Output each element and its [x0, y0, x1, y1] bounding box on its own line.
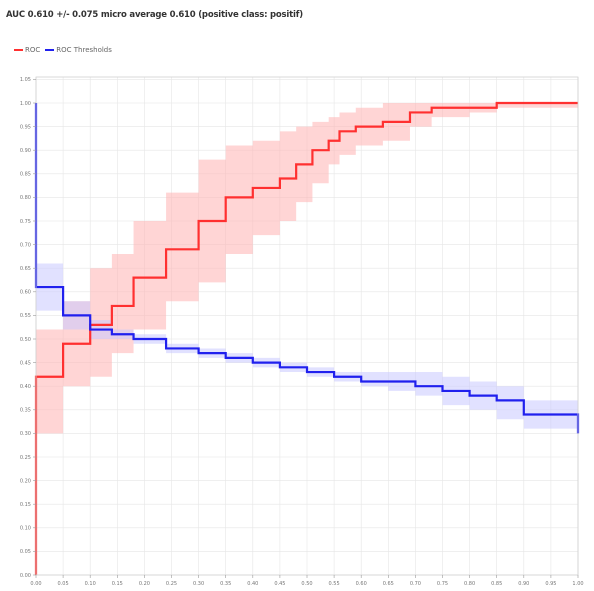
x-tick-label: 0.65 [383, 581, 394, 587]
y-tick-label: 0.50 [20, 337, 31, 343]
x-tick-label: 0.05 [58, 581, 69, 587]
x-tick-label: 0.70 [410, 581, 421, 587]
y-tick-label: 0.60 [20, 290, 31, 296]
y-tick-label: 0.35 [20, 408, 31, 414]
x-tick-label: 0.25 [166, 581, 177, 587]
y-tick-label: 0.75 [20, 219, 31, 225]
legend-item-roc[interactable]: ROC [14, 46, 40, 54]
x-tick-label: 0.10 [85, 581, 96, 587]
x-tick-label: 0.15 [112, 581, 123, 587]
y-tick-label: 0.65 [20, 266, 31, 272]
y-tick-label: 0.70 [20, 242, 31, 248]
legend-swatch-roc-thresholds [45, 49, 55, 51]
y-tick-label: 0.45 [20, 360, 31, 366]
x-tick-label: 0.55 [329, 581, 340, 587]
x-tick-label: 0.40 [247, 581, 258, 587]
legend-item-roc-thresholds[interactable]: ROC Thresholds [45, 46, 112, 54]
legend-swatch-roc [14, 49, 23, 51]
y-tick-label: 0.85 [20, 172, 31, 178]
y-tick-label: 0.15 [20, 502, 31, 508]
y-tick-label: 1.05 [20, 77, 31, 83]
x-axis-ticks: 0.00 0.05 0.10 0.15 0.20 0.25 0.30 0.35 0.40 0.45… [30, 575, 584, 587]
x-tick-label: 0.80 [464, 581, 475, 587]
y-tick-label: 1.00 [20, 101, 31, 107]
chart-legend: ROC ROC Thresholds [14, 46, 117, 54]
confidence-bands [36, 103, 578, 575]
y-tick-label: 0.25 [20, 455, 31, 461]
y-tick-label: 0.10 [20, 526, 31, 532]
y-tick-label: 0.80 [20, 195, 31, 201]
x-tick-label: 0.95 [545, 581, 556, 587]
y-tick-label: 0.20 [20, 478, 31, 484]
y-tick-label: 0.90 [20, 148, 31, 154]
legend-label-roc-thresholds: ROC Thresholds [56, 46, 112, 54]
y-tick-label: 0.00 [20, 573, 31, 579]
legend-label-roc: ROC [25, 46, 41, 54]
series-line-roc[interactable] [34, 101, 578, 575]
x-tick-label: 0.20 [139, 581, 150, 587]
y-tick-label: 0.30 [20, 431, 31, 437]
x-tick-label: 1.00 [572, 581, 583, 587]
confidence-band-roc [36, 103, 578, 575]
chart-title: AUC 0.610 +/- 0.075 micro average 0.610 … [6, 10, 303, 20]
x-tick-label: 0.00 [30, 581, 41, 587]
series-line-roc-thresholds[interactable] [34, 103, 580, 434]
x-tick-label: 0.30 [193, 581, 204, 587]
x-tick-label: 0.90 [518, 581, 529, 587]
x-tick-label: 0.85 [491, 581, 502, 587]
y-tick-label: 0.40 [20, 384, 31, 390]
x-tick-label: 0.60 [356, 581, 367, 587]
x-tick-label: 0.75 [437, 581, 448, 587]
y-tick-label: 0.55 [20, 313, 31, 319]
y-tick-label: 0.05 [20, 549, 31, 555]
confidence-band-roc-thresholds [36, 103, 578, 434]
y-tick-label: 0.95 [20, 124, 31, 130]
y-axis-ticks: 0.00 0.05 0.10 0.15 0.20 0.25 0.30 0.35 0.40 0.45… [20, 77, 36, 579]
series-lines [34, 101, 580, 575]
x-tick-label: 0.50 [301, 581, 312, 587]
x-tick-label: 0.45 [274, 581, 285, 587]
x-tick-label: 0.35 [220, 581, 231, 587]
